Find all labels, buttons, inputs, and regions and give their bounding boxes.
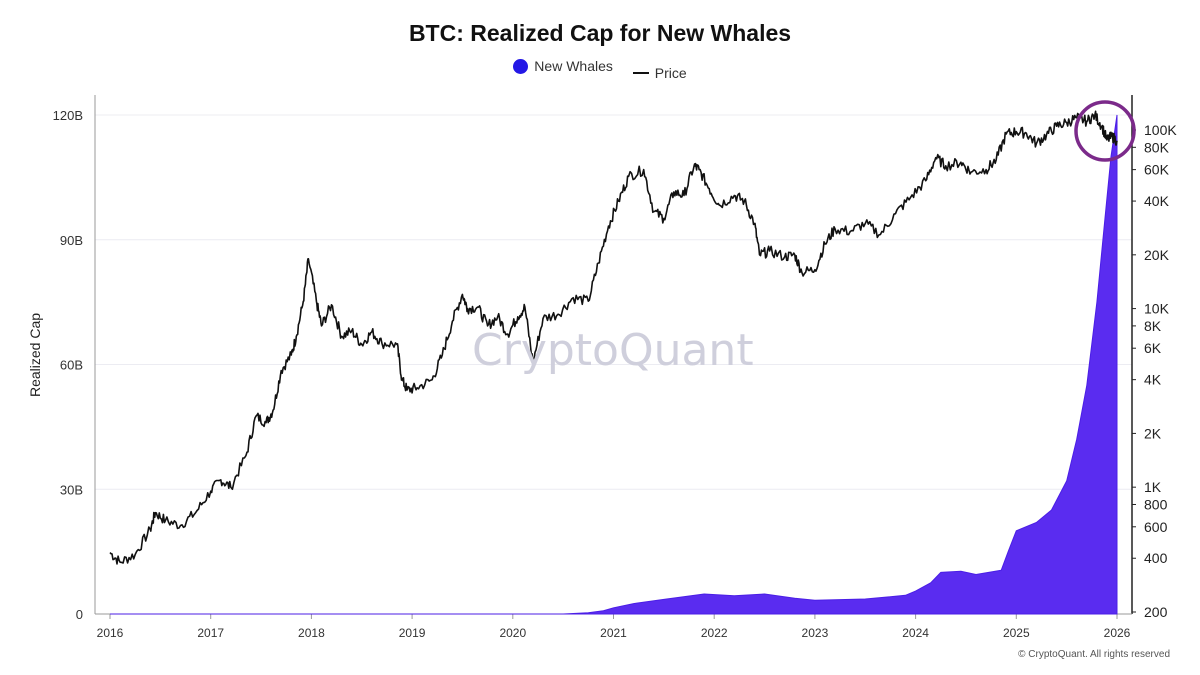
y-right-tick-label: 800 xyxy=(1144,496,1168,512)
y-right-tick-label: 4K xyxy=(1144,372,1162,388)
x-tick-label: 2016 xyxy=(97,626,124,640)
legend-dot-icon xyxy=(513,58,529,74)
x-tick-label: 2024 xyxy=(902,626,929,640)
y-left-tick-label: 30B xyxy=(60,482,83,497)
y-left-tick-label: 90B xyxy=(60,233,83,248)
y-right-tick-label: 200 xyxy=(1144,604,1168,620)
price-line xyxy=(109,110,1118,565)
legend-label-new-whales: New Whales xyxy=(534,58,613,74)
legend-line-icon xyxy=(632,71,649,74)
x-tick-label: 2022 xyxy=(701,626,728,640)
copyright-notice: © CryptoQuant. All rights reserved xyxy=(1018,649,1170,660)
legend-item-new-whales[interactable]: New Whales xyxy=(513,58,613,74)
y-right-tick-label: 100K xyxy=(1144,122,1177,138)
y-right-tick-label: 2K xyxy=(1144,425,1162,441)
y-left-tick-label: 0 xyxy=(76,607,83,622)
x-tick-label: 2025 xyxy=(1003,626,1030,640)
chart-legend: New Whales Price xyxy=(0,58,1200,81)
x-tick-label: 2023 xyxy=(802,626,829,640)
y-right-tick-label: 80K xyxy=(1144,139,1170,155)
chart-title: BTC: Realized Cap for New Whales xyxy=(408,20,792,46)
annotation-circle xyxy=(1074,100,1136,162)
x-tick-label: 2018 xyxy=(298,626,325,640)
y-right-tick-label: 8K xyxy=(1144,318,1162,334)
y-right-tick-label: 40K xyxy=(1144,193,1170,209)
new-whales-area xyxy=(110,114,1118,615)
y-right-tick-label: 400 xyxy=(1144,550,1168,566)
y-right-tick-label: 600 xyxy=(1144,519,1168,535)
y-left-tick-label: 120B xyxy=(53,108,83,123)
y-right-tick-label: 60K xyxy=(1144,162,1170,178)
watermark: CryptoQuant xyxy=(472,325,754,376)
x-tick-label: 2020 xyxy=(499,626,526,640)
y-right-tick-label: 10K xyxy=(1144,301,1170,317)
y-right-tick-label: 6K xyxy=(1144,340,1162,356)
y-left-tick-label: 60B xyxy=(60,358,83,373)
x-tick-label: 2019 xyxy=(399,626,426,640)
legend-item-price[interactable]: Price xyxy=(632,64,687,81)
y-right-tick-label: 20K xyxy=(1144,247,1170,263)
x-tick-label: 2026 xyxy=(1104,626,1131,640)
x-tick-label: 2021 xyxy=(600,626,627,640)
x-tick-label: 2017 xyxy=(197,626,224,640)
y-axis-label: Realized Cap xyxy=(27,313,43,397)
legend-label-price: Price xyxy=(654,64,687,81)
y-right-tick-label: 1K xyxy=(1144,479,1162,495)
